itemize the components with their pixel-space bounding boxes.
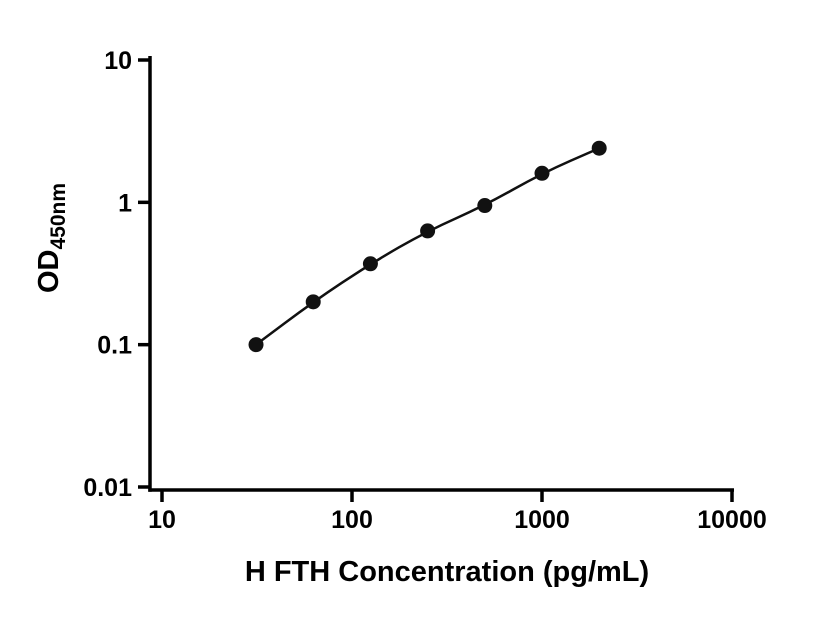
y-tick-label: 0.1 — [97, 332, 132, 360]
y-axis-title-main: OD — [33, 250, 65, 294]
data-point — [248, 337, 264, 353]
x-tick-label: 10 — [148, 506, 176, 534]
x-tick-label: 10000 — [697, 506, 767, 534]
data-point — [477, 198, 493, 214]
axes-layer — [148, 56, 734, 492]
x-axis-title: H FTH Concentration (pg/mL) — [245, 556, 649, 588]
ticks-layer: 10 100 1000 10000 10 1 0.1 0.01 — [83, 47, 766, 534]
y-axis-title: OD450nm — [33, 183, 70, 293]
y-tick-label: 0.01 — [83, 474, 132, 502]
data-point — [534, 165, 550, 181]
data-point — [420, 223, 436, 239]
data-point — [591, 140, 607, 156]
data-point — [362, 256, 378, 272]
data-point — [305, 294, 321, 310]
data-series-layer — [248, 140, 607, 353]
y-axis-title-subscript: 450nm — [47, 183, 70, 250]
y-tick-label: 10 — [104, 47, 132, 75]
fit-curve — [255, 147, 600, 346]
y-tick-label: 1 — [118, 189, 132, 217]
x-tick-label: 100 — [331, 506, 373, 534]
x-tick-label: 1000 — [514, 506, 570, 534]
